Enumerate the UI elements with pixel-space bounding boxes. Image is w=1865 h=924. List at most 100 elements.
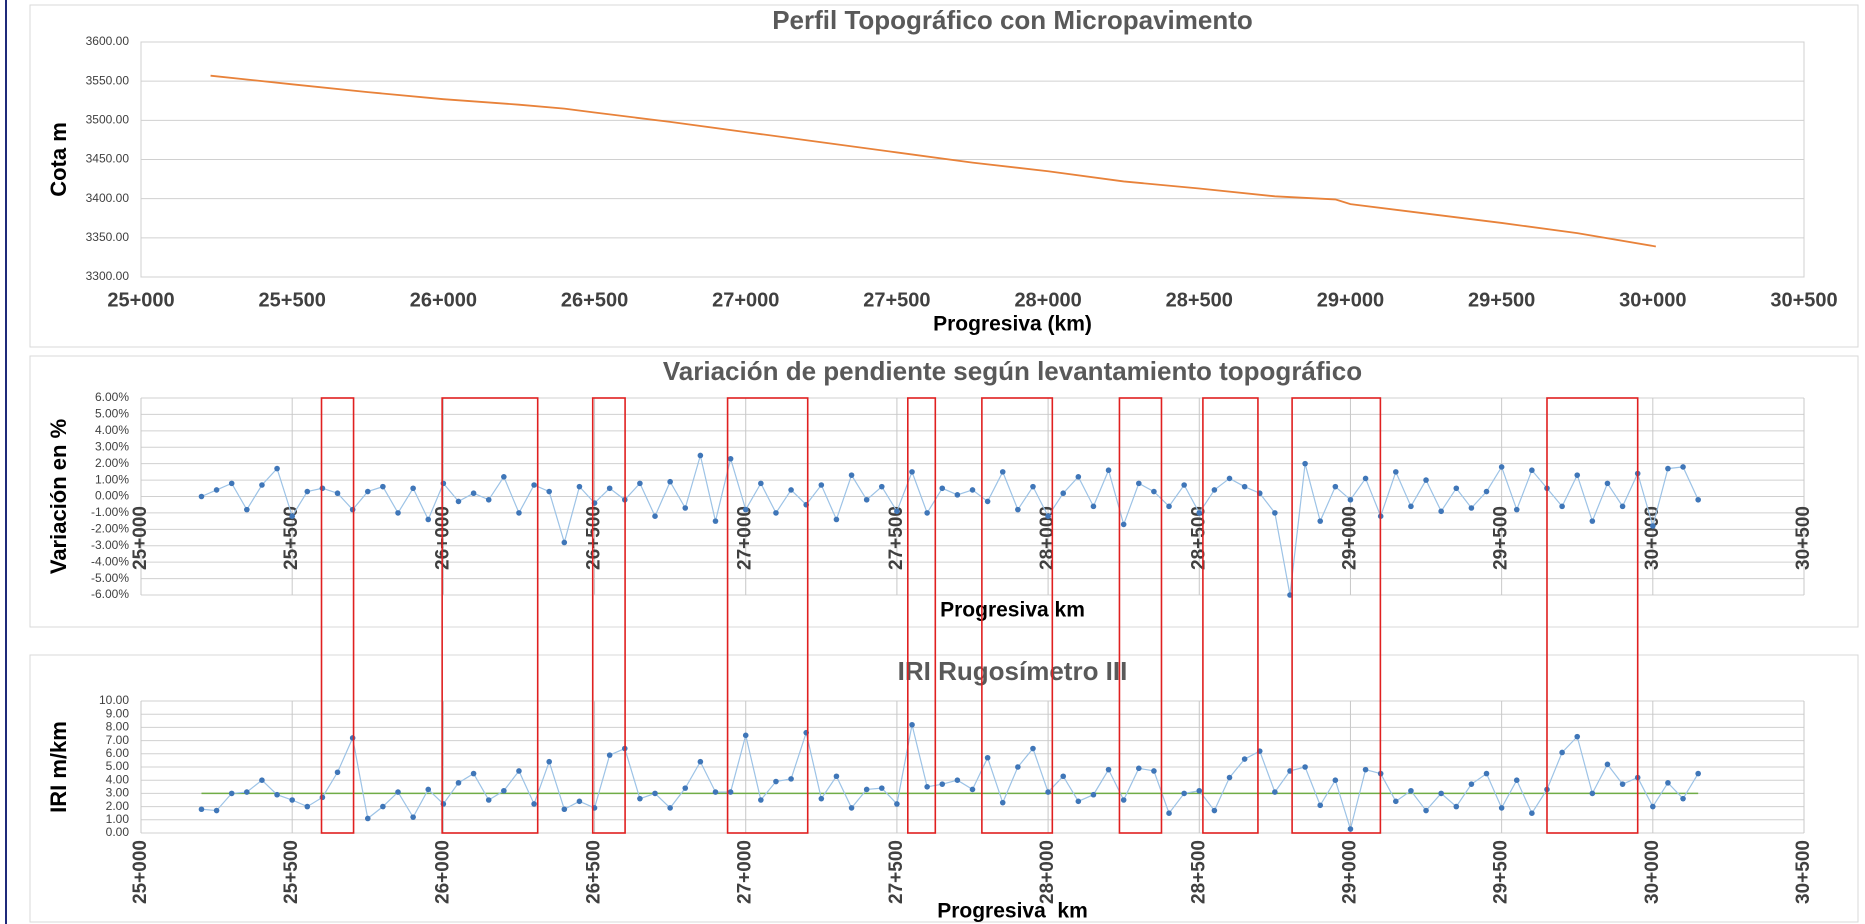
x-tick-label: 29+000 <box>1339 840 1360 904</box>
data-point <box>894 508 900 515</box>
data-point <box>1574 733 1581 740</box>
data-point <box>228 480 235 487</box>
y-tick-label: 3550.00 <box>86 73 130 87</box>
data-point <box>1181 482 1187 488</box>
data-point <box>1513 506 1520 513</box>
data-point <box>682 785 689 791</box>
data-point <box>1665 780 1671 786</box>
data-line <box>201 724 1699 832</box>
y-tick-label: -4.00% <box>91 554 129 568</box>
data-point <box>1120 521 1127 528</box>
data-point <box>712 518 719 524</box>
data-point <box>1332 483 1339 490</box>
x-tick-label: 30+000 <box>1642 506 1663 570</box>
data-point <box>606 752 613 758</box>
highlight-range <box>1546 397 1639 834</box>
data-point <box>606 485 613 492</box>
data-point <box>1045 513 1051 519</box>
data-point <box>319 794 326 801</box>
data-point <box>697 452 704 459</box>
y-tick-label: 2.00 <box>106 799 130 813</box>
data-point <box>1105 467 1112 474</box>
data-point <box>380 483 386 490</box>
x-axis-title: Progresiva (km) <box>933 313 1092 336</box>
data-point <box>1060 490 1067 497</box>
data-point <box>742 732 749 739</box>
data-point <box>1151 488 1157 495</box>
y-tick-label: 3.00 <box>106 786 130 800</box>
y-tick-label: 0.00% <box>95 489 129 503</box>
data-point <box>1272 789 1278 795</box>
data-point <box>1680 795 1686 802</box>
data-point <box>1211 807 1218 814</box>
data-point <box>1105 766 1112 773</box>
data-point <box>561 806 568 813</box>
data-point <box>198 806 205 813</box>
highlight-range <box>1291 397 1382 834</box>
data-point <box>259 482 265 488</box>
data-point <box>334 490 341 497</box>
data-point <box>1559 503 1565 510</box>
x-tick-label: 25+500 <box>281 506 302 570</box>
data-point <box>1317 518 1324 524</box>
y-tick-label: 9.00 <box>106 706 130 720</box>
data-point <box>1347 496 1354 503</box>
y-tick-label: -5.00% <box>91 571 129 585</box>
data-point <box>395 510 401 516</box>
data-point <box>364 488 371 495</box>
highlight-range <box>1118 397 1163 834</box>
plot-frame <box>140 41 1805 278</box>
data-point <box>667 805 673 811</box>
data-point <box>1589 790 1596 797</box>
data-point <box>1423 477 1429 483</box>
data-point <box>380 803 386 810</box>
data-point <box>1483 770 1490 777</box>
data-point <box>1362 475 1369 482</box>
data-point <box>848 805 855 811</box>
data-point <box>682 505 689 511</box>
data-point <box>546 488 552 495</box>
data-point <box>939 485 946 492</box>
data-point <box>501 474 507 480</box>
data-point <box>1589 518 1596 524</box>
data-point <box>1196 510 1203 516</box>
y-tick-label: 7.00 <box>106 733 130 747</box>
data-point <box>773 778 779 785</box>
chart-panel <box>29 654 1859 923</box>
x-tick-label: 25+500 <box>259 289 326 311</box>
x-tick-label: 26+000 <box>432 840 453 904</box>
data-point <box>727 455 734 462</box>
y-tick-label: 3350.00 <box>86 230 130 244</box>
data-point <box>244 789 250 795</box>
data-point <box>1695 770 1701 777</box>
y-tick-label: 1.00% <box>95 472 129 486</box>
x-tick-label: 27+500 <box>886 840 907 904</box>
y-tick-label: 6.00% <box>95 390 129 404</box>
data-point <box>878 785 885 791</box>
x-tick-label: 27+000 <box>735 506 756 570</box>
data-point <box>1393 798 1399 805</box>
highlight-range <box>591 397 626 834</box>
data-point <box>1453 803 1460 810</box>
data-point <box>788 487 794 493</box>
data-point <box>1272 510 1278 516</box>
y-tick-label: 3600.00 <box>86 34 130 48</box>
data-point <box>1408 503 1414 510</box>
data-point <box>848 472 855 478</box>
data-point <box>1045 789 1051 795</box>
y-tick-label: -3.00% <box>91 538 129 552</box>
data-point <box>924 784 930 790</box>
data-point <box>788 776 794 782</box>
data-point <box>1302 764 1308 770</box>
data-point <box>1574 472 1581 478</box>
data-point <box>1075 474 1082 480</box>
data-point <box>1136 480 1142 487</box>
data-point <box>1015 764 1021 770</box>
y-tick-label: 4.00% <box>95 423 129 437</box>
data-point <box>1529 467 1535 474</box>
data-point <box>667 478 673 485</box>
data-point <box>213 487 220 493</box>
data-point <box>1166 810 1172 816</box>
